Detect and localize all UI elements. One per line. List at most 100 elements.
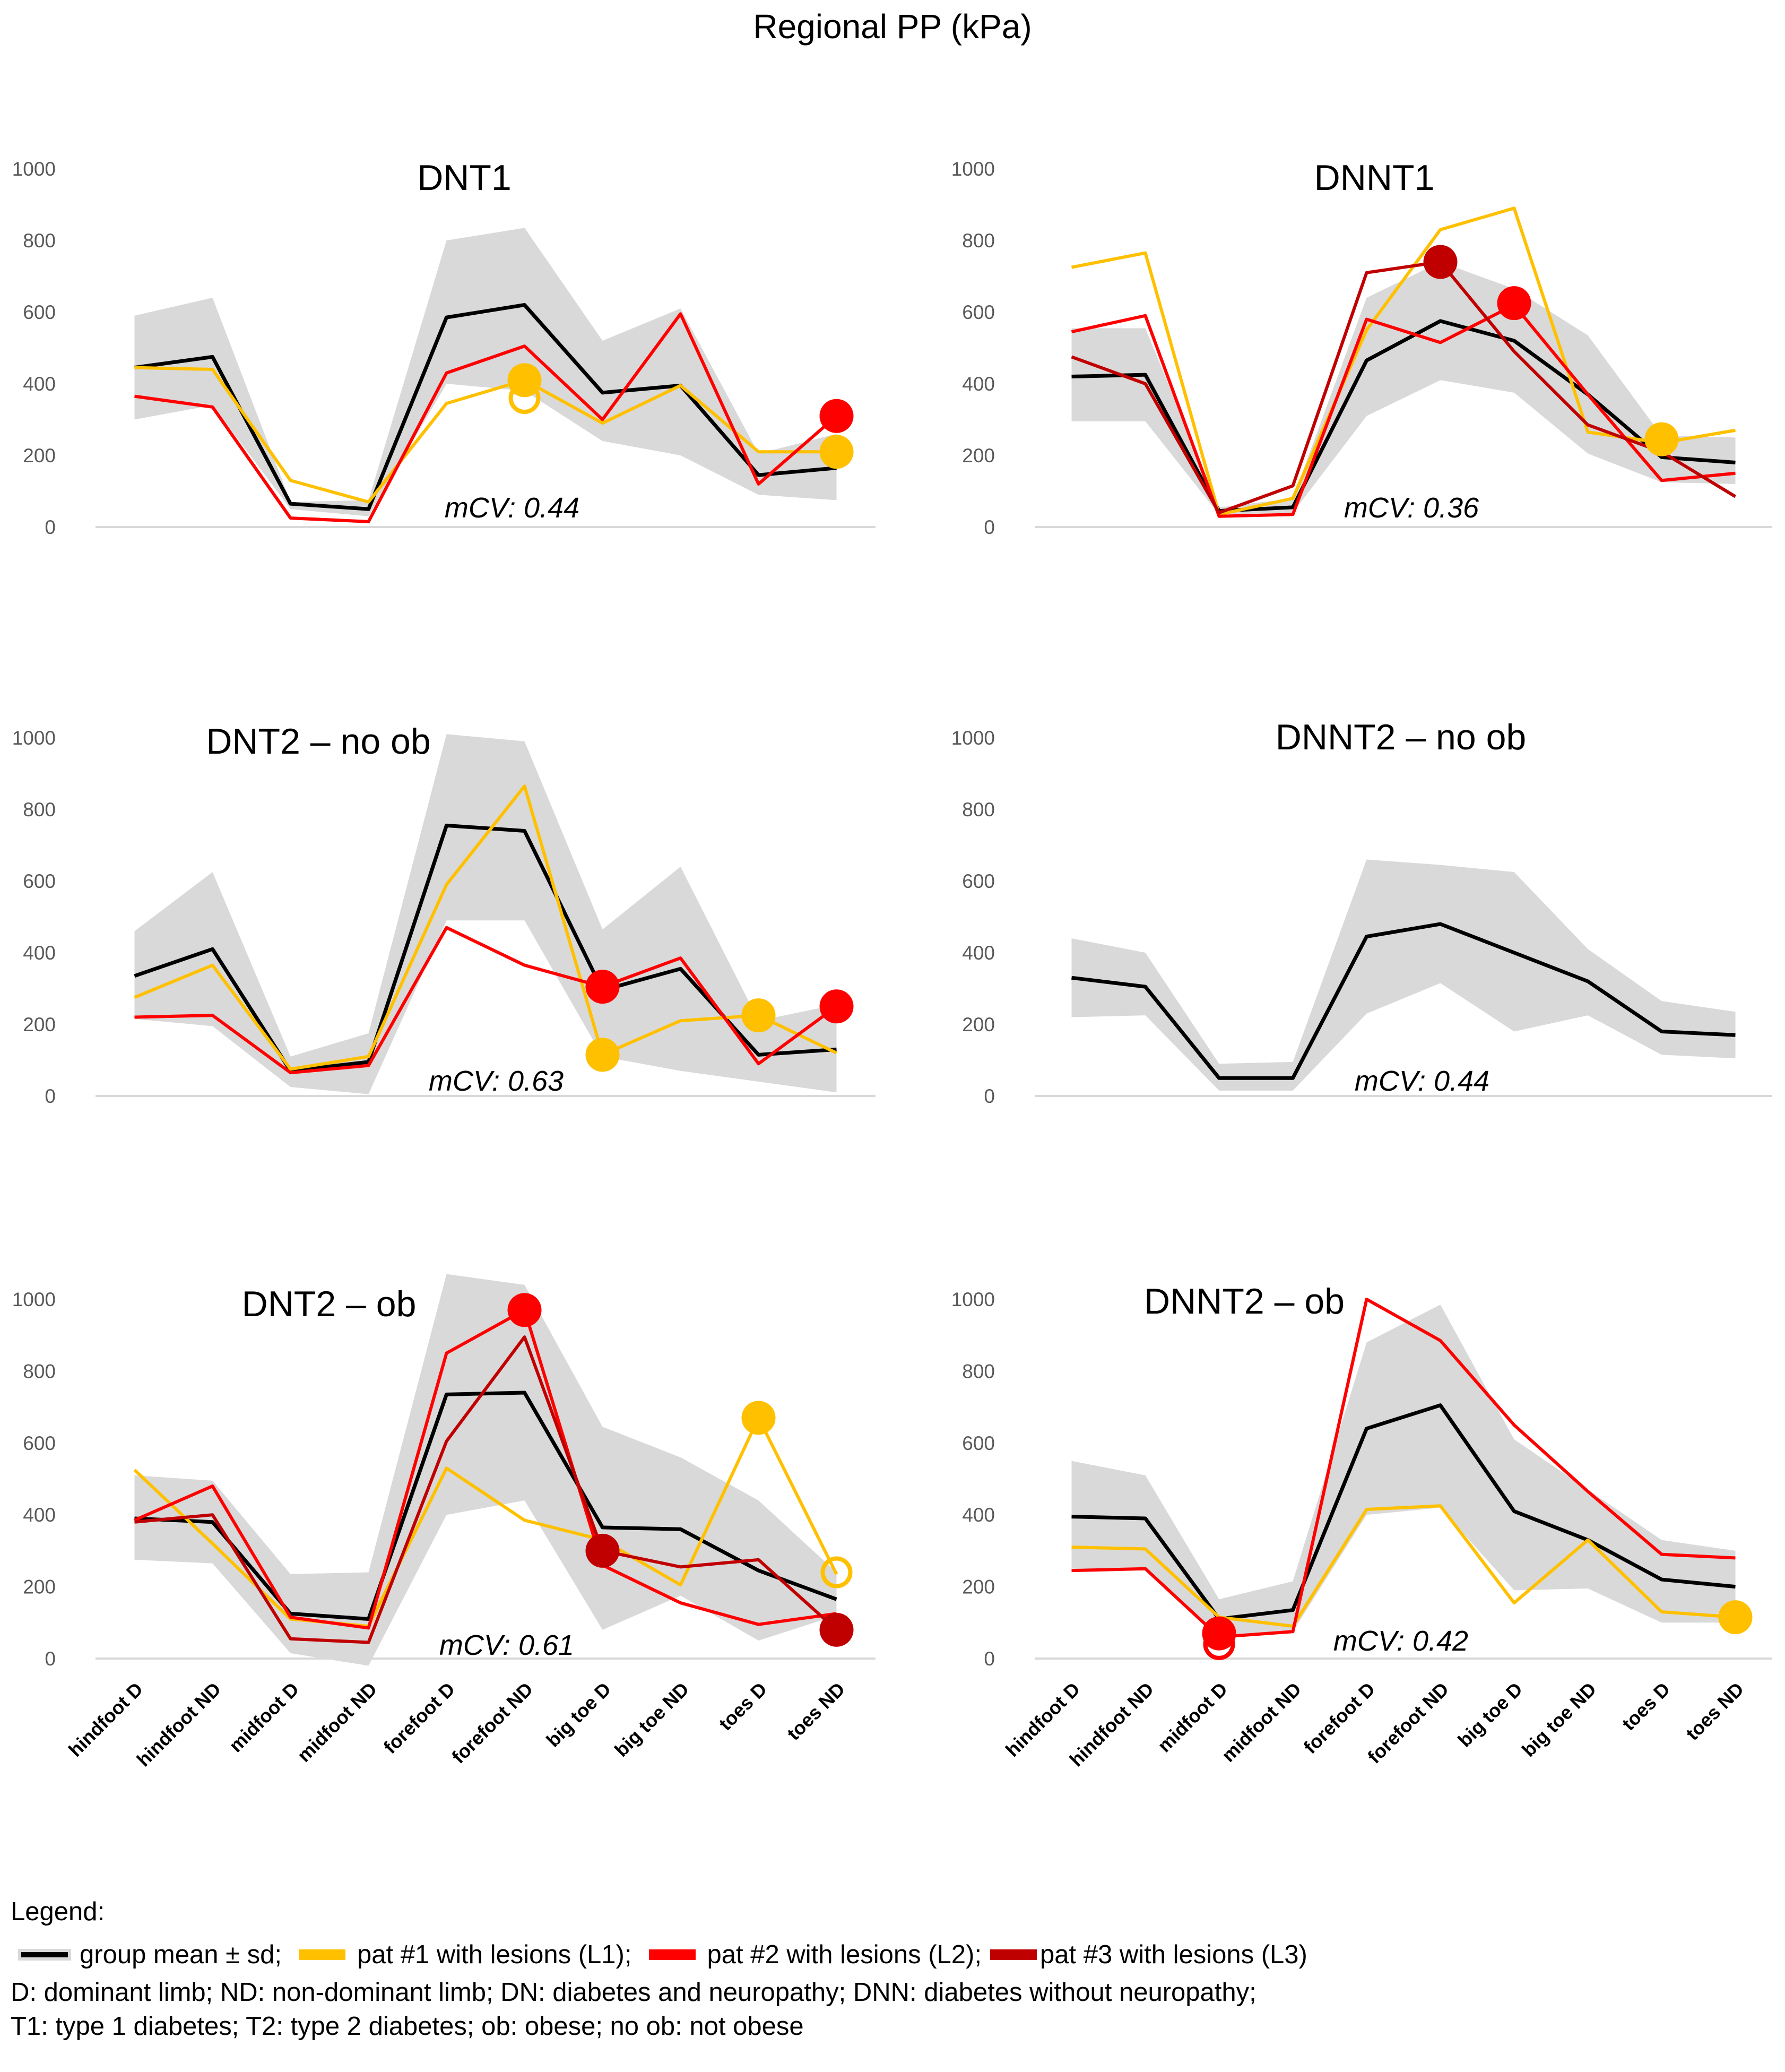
series-line-pat1 bbox=[134, 366, 837, 504]
figure: Regional PP (kPa) 0 200 400 600 800 1000 DNT1 m… bbox=[12, 7, 1772, 1771]
marker-pat1 bbox=[741, 998, 776, 1033]
legend-label-pat3: pat #3 with lesions (L3) bbox=[1040, 1940, 1307, 1969]
chart-title: DNT2 – ob bbox=[242, 1284, 417, 1324]
y-tick-label: 200 bbox=[23, 445, 56, 467]
y-tick-label: 600 bbox=[962, 301, 995, 323]
y-tick-label: 1000 bbox=[951, 1289, 995, 1310]
marker-pat2 bbox=[1497, 286, 1531, 321]
y-tick-label: 1000 bbox=[12, 727, 56, 749]
y-tick-label: 800 bbox=[962, 799, 995, 821]
y-tick-label: 800 bbox=[962, 230, 995, 252]
legend-swatch-pat2 bbox=[648, 1949, 696, 1960]
sd-band bbox=[134, 1274, 837, 1666]
marker-pat2 bbox=[1202, 1616, 1236, 1651]
legend-swatch-pat3 bbox=[990, 1949, 1037, 1960]
marker-pat1 bbox=[819, 435, 854, 469]
x-tick-label: midfoot ND bbox=[293, 1678, 381, 1766]
chart-panel-3: 0 200 400 600 800 1000 DNT2 – no ob mCV: 0.63 bbox=[12, 721, 876, 1107]
y-tick-label: 1000 bbox=[12, 158, 56, 180]
y-tick-label: 0 bbox=[45, 516, 56, 538]
legend-item-pat3: pat #3 with lesions (L3) bbox=[988, 1938, 1307, 1972]
mcv-annotation: mCV: 0.44 bbox=[1355, 1065, 1489, 1097]
y-tick-label: 1000 bbox=[951, 727, 995, 749]
chart-title: DNNT2 – no ob bbox=[1276, 717, 1526, 757]
marker-pat2 bbox=[819, 989, 854, 1024]
series-line-mean bbox=[1071, 1403, 1736, 1621]
chart-title: DNT2 – no ob bbox=[206, 721, 430, 762]
y-tick-label: 400 bbox=[962, 1504, 995, 1526]
mcv-annotation: mCV: 0.42 bbox=[1333, 1625, 1468, 1657]
x-tick-label: hindfoot D bbox=[64, 1678, 147, 1761]
series-line-pat2 bbox=[1071, 1298, 1736, 1639]
mcv-annotation: mCV: 0.44 bbox=[445, 492, 579, 524]
chart-panel-4: 0 200 400 600 800 1000 DNNT2 – no ob mCV: 0.44 bbox=[951, 717, 1772, 1107]
marker-pat3 bbox=[585, 1533, 620, 1568]
y-tick-label: 1000 bbox=[12, 1289, 56, 1310]
mcv-annotation: mCV: 0.36 bbox=[1344, 492, 1479, 524]
y-tick-label: 0 bbox=[984, 1085, 995, 1107]
legend-heading: Legend: bbox=[11, 1897, 105, 1926]
x-tick-label: toes ND bbox=[1682, 1678, 1748, 1745]
y-tick-label: 200 bbox=[962, 1576, 995, 1598]
marker-open-pat2 bbox=[1203, 1628, 1235, 1660]
legend-note-1: D: dominant limb; ND: non-dominant limb;… bbox=[11, 1978, 1257, 2007]
series-line-pat1 bbox=[1071, 1504, 1736, 1628]
x-tick-label: big toe ND bbox=[1518, 1678, 1600, 1761]
figure-title: Regional PP (kPa) bbox=[753, 7, 1032, 46]
y-tick-label: 600 bbox=[962, 870, 995, 892]
legend-item-mean: group mean ± sd; bbox=[11, 1938, 282, 1972]
y-tick-label: 200 bbox=[23, 1014, 56, 1035]
marker-pat3 bbox=[819, 1612, 854, 1647]
legend-item-pat2: pat #2 with lesions (L2); bbox=[638, 1938, 982, 1972]
x-tick-label: toes D bbox=[1617, 1678, 1674, 1735]
sd-band bbox=[1071, 859, 1736, 1091]
y-tick-label: 600 bbox=[23, 301, 56, 323]
legend-item-pat1: pat #1 with lesions (L1); bbox=[288, 1938, 632, 1972]
x-tick-label: forefoot ND bbox=[447, 1678, 537, 1768]
x-tick-label: midfoot D bbox=[224, 1678, 303, 1757]
y-tick-label: 0 bbox=[984, 516, 995, 538]
series-line-pat3 bbox=[134, 1335, 838, 1644]
y-tick-label: 800 bbox=[23, 230, 56, 252]
y-tick-label: 600 bbox=[962, 1432, 995, 1454]
x-tick-label: forefoot D bbox=[379, 1678, 460, 1758]
legend-note-2: T1: type 1 diabetes; T2: type 2 diabetes… bbox=[11, 2012, 804, 2041]
chart-title: DNNT2 – ob bbox=[1144, 1281, 1345, 1322]
y-tick-label: 600 bbox=[23, 1432, 56, 1454]
x-tick-label: toes ND bbox=[783, 1678, 849, 1745]
y-tick-label: 400 bbox=[23, 942, 56, 964]
y-tick-label: 200 bbox=[962, 1014, 995, 1035]
series-line-mean bbox=[1071, 319, 1736, 513]
marker-pat2 bbox=[819, 399, 854, 433]
y-tick-label: 0 bbox=[45, 1648, 56, 1670]
y-tick-label: 200 bbox=[962, 445, 995, 467]
marker-pat2 bbox=[585, 970, 620, 1004]
series-line-mean bbox=[134, 303, 837, 511]
series-line-mean bbox=[134, 1391, 837, 1621]
marker-pat1 bbox=[585, 1038, 620, 1072]
series-line-pat2 bbox=[134, 1308, 837, 1630]
chart-panel-5: 0 200 400 600 800 1000 DNT2 – ob mCV: 0.61 hindf… bbox=[12, 1274, 876, 1771]
y-tick-label: 800 bbox=[962, 1360, 995, 1382]
series-line-pat2 bbox=[134, 926, 838, 1075]
series-line-pat2 bbox=[134, 312, 838, 523]
marker-pat1 bbox=[741, 1401, 776, 1435]
marker-pat2 bbox=[507, 1293, 542, 1327]
x-tick-label: forefoot D bbox=[1299, 1678, 1380, 1758]
marker-open-pat1 bbox=[820, 1556, 853, 1588]
y-tick-label: 0 bbox=[45, 1085, 56, 1107]
y-tick-label: 800 bbox=[23, 799, 56, 821]
x-tick-label: midfoot D bbox=[1153, 1678, 1232, 1757]
legend-swatch-pat1 bbox=[299, 1949, 345, 1960]
x-tick-label: big toe D bbox=[1453, 1678, 1527, 1751]
series-line-pat3 bbox=[1071, 260, 1737, 514]
x-tick-label: midfoot ND bbox=[1217, 1678, 1305, 1766]
y-tick-label: 400 bbox=[23, 1504, 56, 1526]
series-line-mean bbox=[1071, 922, 1736, 1080]
chart-title: DNNT1 bbox=[1314, 158, 1435, 198]
y-tick-label: 0 bbox=[984, 1648, 995, 1670]
chart-panel-1: 0 200 400 600 800 1000 DNT1 mCV: 0.44 bbox=[12, 158, 876, 538]
mcv-annotation: mCV: 0.61 bbox=[439, 1629, 574, 1661]
legend-items: group mean ± sd; pat #1 with lesions (L1… bbox=[11, 1934, 1772, 1975]
y-tick-label: 400 bbox=[23, 373, 56, 395]
